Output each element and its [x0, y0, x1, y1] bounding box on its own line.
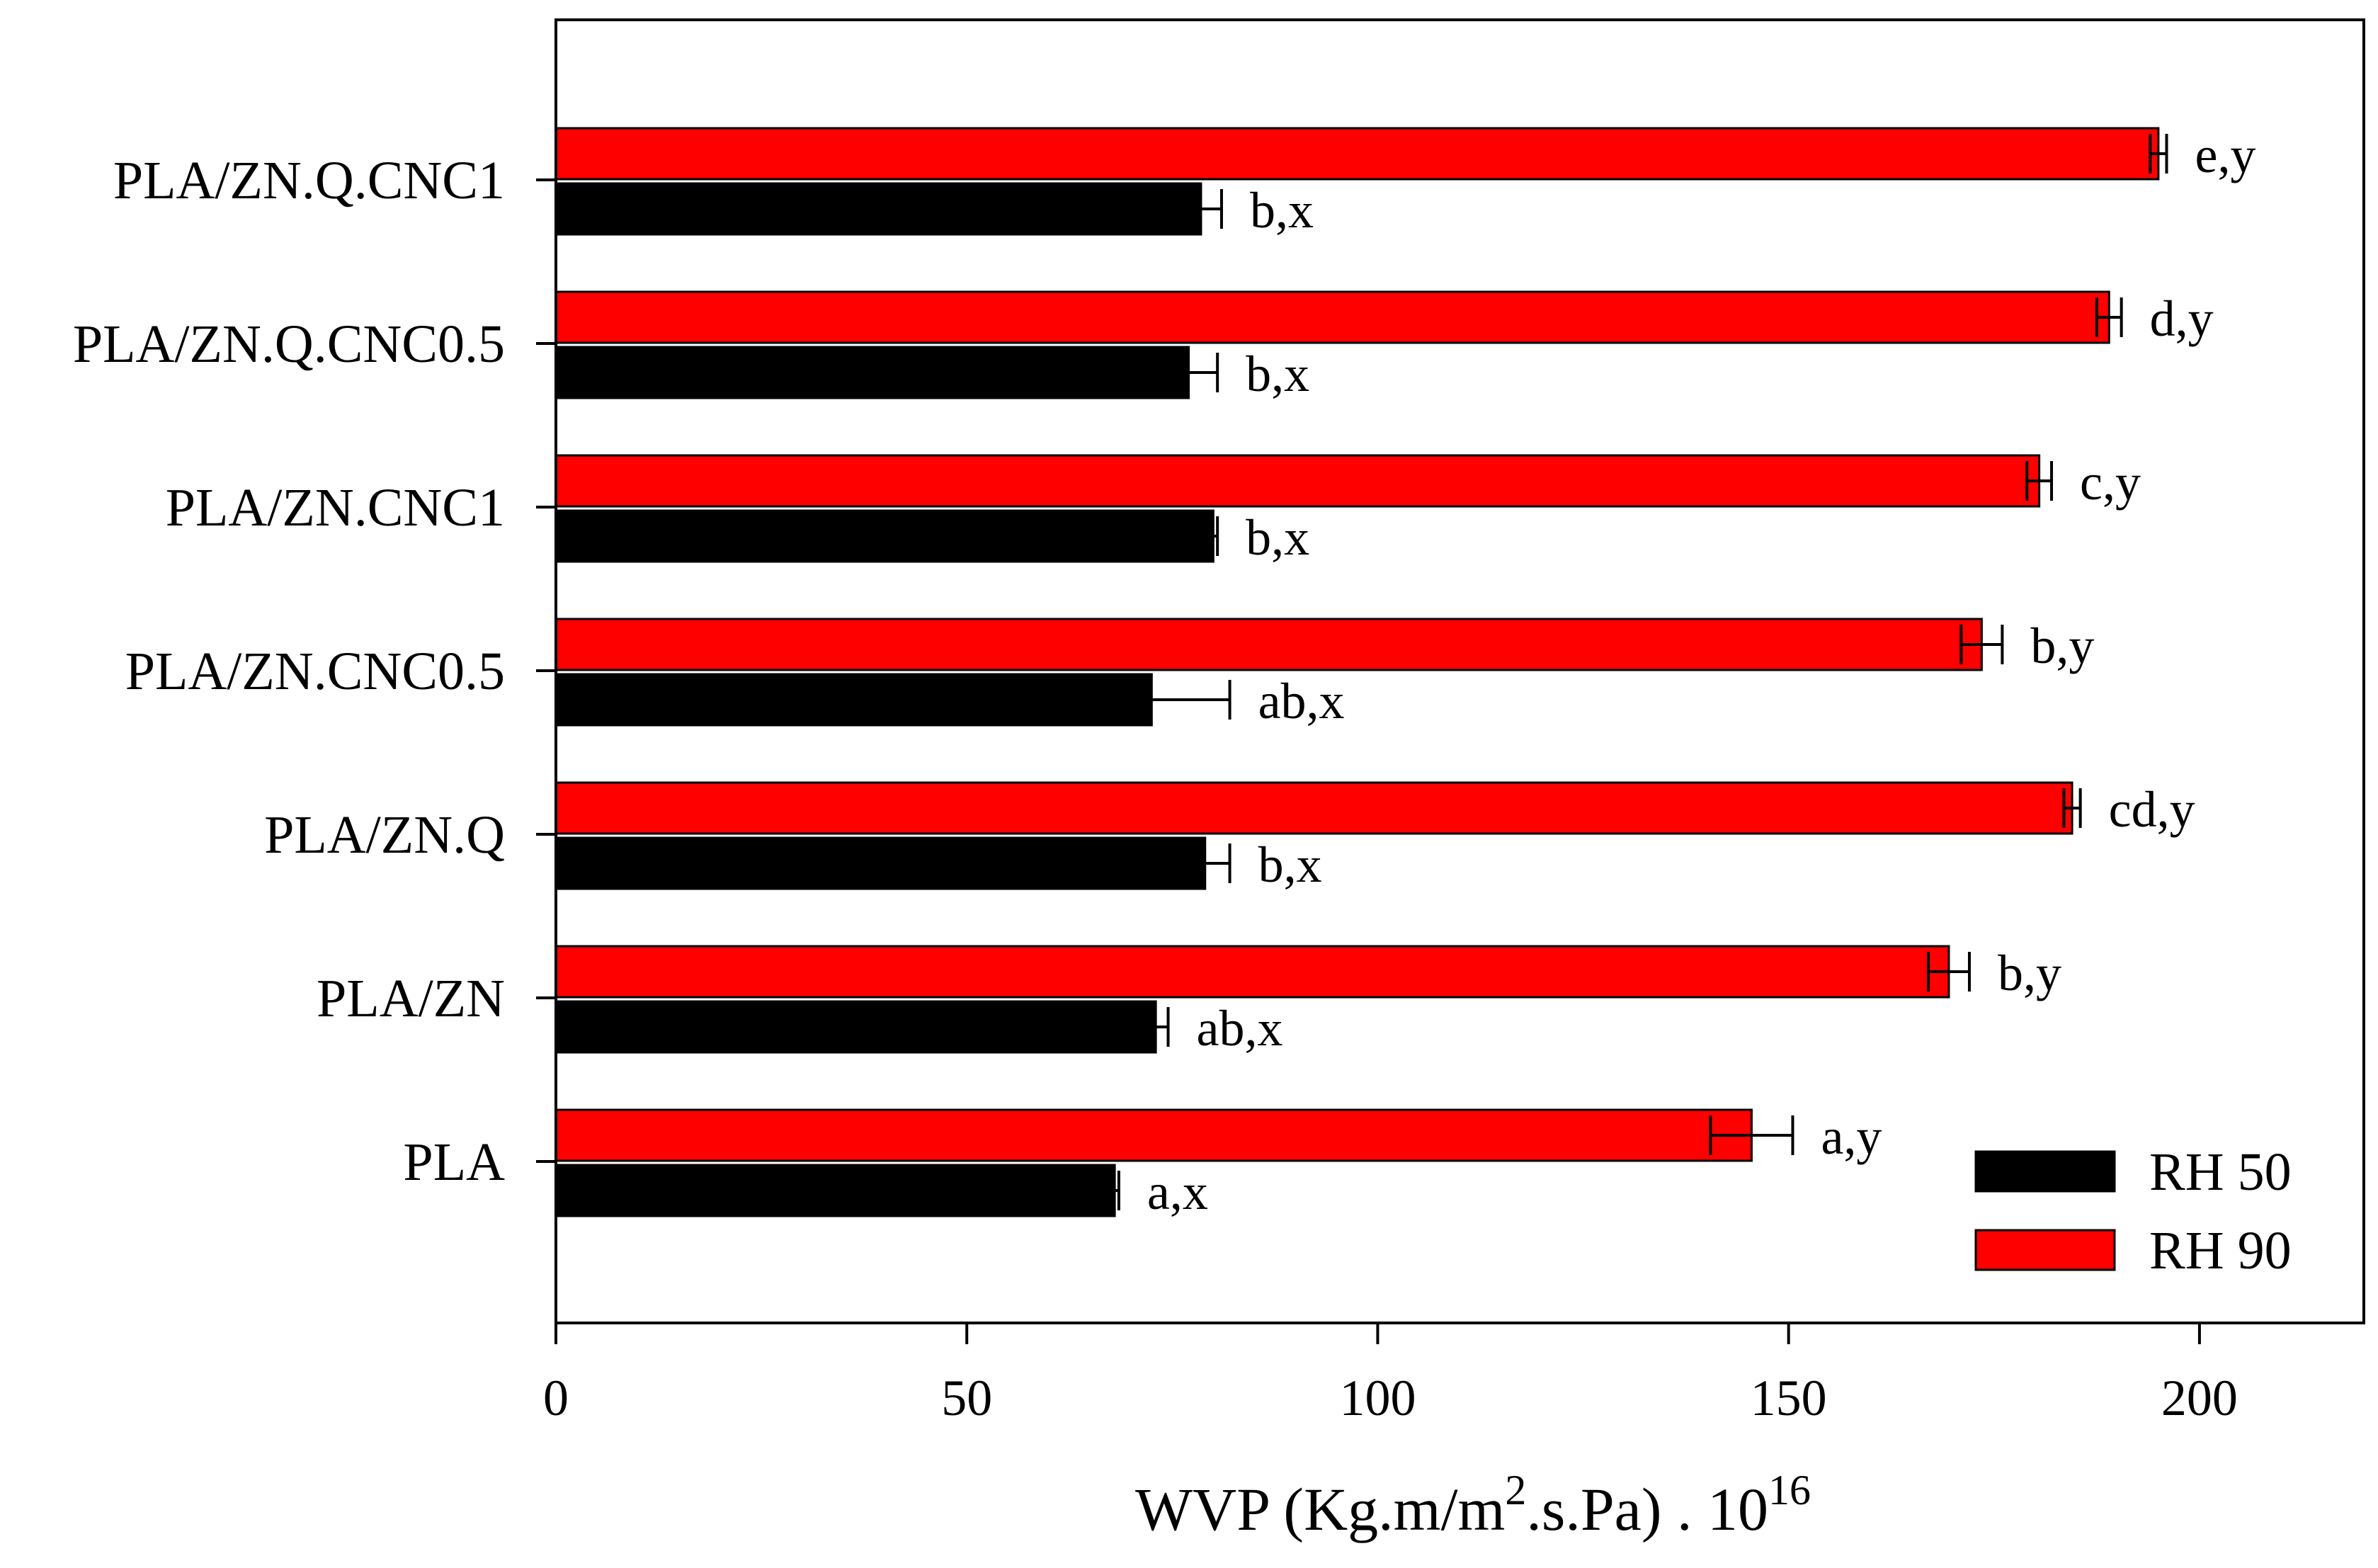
data-label: b,x	[1246, 509, 1309, 566]
data-label: b,x	[1246, 346, 1309, 402]
data-label: b,y	[2030, 618, 2094, 674]
category-label: PLA/ZN	[317, 969, 505, 1028]
legend-swatch	[1974, 1229, 2116, 1271]
bar	[554, 945, 1950, 999]
error-bars-layer	[1072, 134, 2168, 1210]
bar	[554, 836, 1207, 890]
data-label: e,y	[2195, 127, 2255, 183]
legend-label: RH 50	[2149, 1142, 2292, 1202]
x-tick-label: 50	[941, 1370, 992, 1426]
bars-layer	[554, 127, 2160, 1217]
axes-layer: PLA PLA/ZN PLA/ZN.Q PLA/ZN.CNC0.5 PLA/ZN.CNC…	[73, 18, 2365, 1426]
bar	[554, 290, 2110, 344]
data-label: ab,x	[1258, 673, 1345, 729]
bar	[554, 1000, 1157, 1054]
bar	[554, 673, 1153, 727]
bar	[554, 1164, 1116, 1217]
x-axis-title: WVP (Kg.m/m2.s.Pa) . 1016	[1135, 1467, 1811, 1543]
x-axis-title-main: WVP (Kg.m/m	[1135, 1475, 1505, 1543]
x-axis-title-sup-1: 2	[1505, 1467, 1526, 1513]
x-axis-title-sup-2: 16	[1768, 1467, 1811, 1513]
bar	[554, 346, 1190, 399]
data-label: a,y	[1821, 1108, 1882, 1165]
data-label: c,y	[2080, 454, 2141, 511]
category-label: PLA/ZN.Q	[264, 805, 505, 865]
bar	[554, 454, 2041, 508]
category-label: PLA/ZN.Q.CNC0.5	[73, 314, 505, 374]
legend-label: RH 90	[2149, 1221, 2292, 1280]
bar	[554, 618, 1983, 671]
x-tick-label: 150	[1751, 1370, 1827, 1426]
bar	[554, 127, 2160, 181]
category-label: PLA	[403, 1132, 505, 1192]
x-tick-label: 100	[1339, 1370, 1416, 1426]
x-tick-label: 0	[543, 1370, 569, 1426]
bar	[554, 182, 1202, 236]
bar	[554, 781, 2073, 835]
data-label: cd,y	[2109, 781, 2195, 838]
data-label: a,x	[1147, 1164, 1208, 1220]
data-labels-layer: a,y a,x b,y ab,x cd,y b,x b,y ab,x c,y b,x d,y b,x e…	[1147, 127, 2256, 1220]
bar	[554, 509, 1214, 563]
data-label: d,y	[2150, 290, 2214, 347]
data-label: b,x	[1250, 182, 1314, 239]
bar	[554, 1108, 1753, 1162]
data-label: ab,x	[1197, 1000, 1283, 1057]
category-label: PLA/ZN.CNC0.5	[125, 642, 505, 701]
data-label: b,x	[1258, 836, 1322, 893]
data-label: b,y	[1998, 945, 2061, 1001]
category-label: PLA/ZN.Q.CNC1	[113, 151, 505, 210]
legend-swatch	[1974, 1150, 2116, 1193]
legend: RH 50 RH 90	[1974, 1142, 2292, 1280]
x-axis-title-mid: .s.Pa) . 10	[1526, 1475, 1768, 1543]
x-tick-label: 200	[2161, 1370, 2238, 1426]
category-label: PLA/ZN.CNC1	[166, 478, 505, 538]
